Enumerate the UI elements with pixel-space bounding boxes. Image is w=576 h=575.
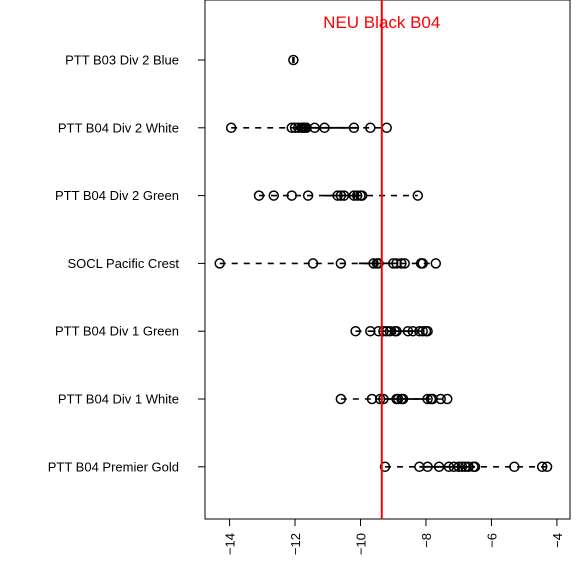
x-tick-label: −12 — [288, 533, 303, 555]
data-point — [366, 393, 378, 405]
data-point — [293, 122, 304, 134]
data-point — [391, 325, 402, 337]
data-point — [286, 190, 297, 201]
data-point — [319, 122, 330, 134]
data-point — [414, 461, 425, 473]
data-point — [412, 190, 424, 201]
data-point — [399, 258, 410, 269]
data-point — [443, 461, 455, 473]
data-point — [397, 393, 409, 405]
category-row — [214, 258, 442, 269]
category-label: PTT B04 Div 1 White — [58, 392, 179, 407]
category-label: SOCL Pacific Crest — [68, 256, 180, 271]
data-point — [459, 461, 471, 473]
data-point — [338, 190, 350, 201]
data-point — [374, 393, 386, 405]
data-point — [422, 325, 433, 337]
data-point — [214, 258, 225, 269]
data-point — [541, 461, 553, 473]
reference-line-label: NEU Black B04 — [323, 13, 440, 32]
data-point — [435, 393, 446, 405]
category-label: PTT B04 Div 1 Green — [55, 324, 179, 339]
data-point — [365, 122, 376, 134]
data-point — [301, 122, 312, 134]
data-point — [288, 54, 299, 66]
data-point — [335, 190, 347, 201]
data-point — [456, 461, 468, 473]
x-tick-label: −6 — [484, 533, 499, 548]
category-row — [335, 393, 453, 405]
data-point — [335, 258, 347, 269]
category-label: PTT B04 Div 2 Green — [55, 188, 179, 203]
category-row — [253, 190, 424, 201]
data-point — [384, 325, 396, 337]
data-point — [378, 325, 389, 337]
data-point — [463, 461, 474, 473]
data-point — [422, 461, 433, 473]
data-point — [407, 325, 419, 337]
data-point — [368, 258, 379, 269]
data-point — [387, 258, 399, 269]
x-tick-label: −8 — [419, 533, 434, 548]
data-point — [348, 122, 360, 134]
data-point — [335, 393, 347, 405]
data-point — [509, 461, 520, 473]
x-axis: −14 −12 −10 −8 −6 −4 — [223, 519, 565, 555]
category-label: PTT B03 Div 2 Blue — [65, 53, 179, 68]
data-point — [351, 190, 363, 201]
data-point — [396, 258, 407, 269]
data-point — [289, 122, 301, 134]
data-point — [469, 461, 481, 473]
data-point — [365, 325, 376, 337]
data-point — [433, 461, 445, 473]
category-row — [350, 325, 433, 337]
data-point — [392, 393, 404, 405]
data-point — [373, 325, 384, 337]
data-point — [268, 190, 279, 201]
data-point — [225, 122, 237, 134]
data-point — [253, 190, 265, 201]
category-row — [288, 54, 299, 66]
data-point — [286, 122, 297, 134]
data-point — [402, 325, 414, 337]
plot-frame — [204, 0, 571, 520]
category-label: PTT B04 Div 2 White — [58, 120, 179, 135]
series-layer — [214, 54, 553, 473]
data-point — [302, 190, 314, 201]
x-tick-label: −14 — [223, 533, 238, 555]
data-point — [373, 258, 384, 269]
data-point — [350, 325, 361, 337]
data-point — [430, 258, 442, 269]
data-point — [417, 325, 428, 337]
data-point — [422, 393, 433, 405]
data-point — [441, 393, 453, 405]
data-point — [414, 325, 425, 337]
category-axis: PTT B03 Div 2 Blue PTT B04 Div 2 White PTT… — [48, 53, 205, 474]
data-point — [307, 258, 319, 269]
data-point — [453, 461, 464, 473]
data-point — [348, 190, 360, 201]
data-point — [332, 190, 343, 201]
data-point — [356, 190, 368, 201]
data-point — [309, 122, 320, 134]
data-point — [427, 393, 438, 405]
category-label: PTT B04 Premier Gold — [48, 459, 179, 474]
data-point — [536, 461, 548, 473]
data-point — [417, 258, 428, 269]
data-point — [378, 393, 389, 405]
x-tick-label: −4 — [550, 533, 565, 548]
data-point — [379, 461, 391, 473]
data-point — [448, 461, 460, 473]
x-tick-label: −10 — [353, 533, 368, 555]
category-row — [379, 461, 553, 473]
data-point — [391, 258, 402, 269]
category-row — [225, 122, 392, 134]
